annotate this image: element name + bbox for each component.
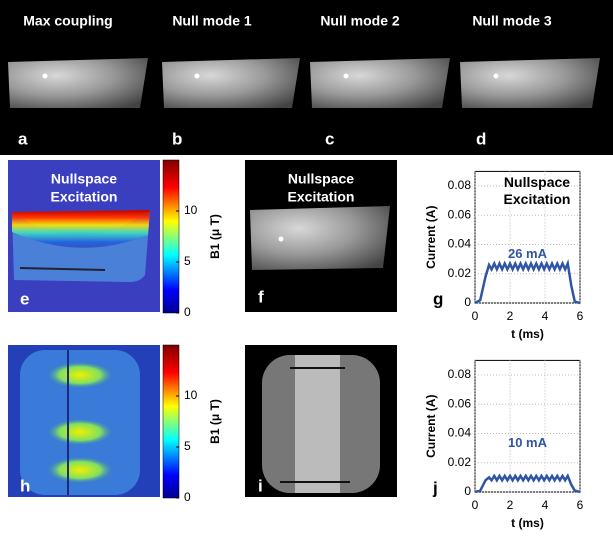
- chart-title: Nullspace: [504, 174, 570, 190]
- y-tick-label: 0.04: [448, 426, 472, 440]
- annotation: 10 mA: [508, 435, 548, 450]
- panel-label: d: [476, 129, 486, 148]
- plot-area: [474, 359, 581, 493]
- y-tick-label: 0: [464, 295, 471, 309]
- panel-title: Null mode 2: [320, 13, 400, 29]
- panel-label: b: [172, 129, 182, 148]
- panel-title: Null mode 3: [472, 13, 552, 29]
- colorbar: [162, 159, 180, 314]
- x-tick-label: 6: [577, 309, 584, 323]
- tick-label: 5: [184, 439, 191, 453]
- line-series: [474, 259, 581, 305]
- tick-label: 10: [184, 388, 198, 402]
- panel-label: e: [20, 289, 29, 308]
- panel-label: h: [20, 476, 30, 495]
- panel-label: f: [258, 287, 264, 306]
- panel-label: a: [18, 129, 28, 148]
- panel-label: g: [433, 289, 443, 308]
- x-tick-label: 0: [472, 309, 479, 323]
- line-series: [474, 473, 581, 494]
- y-tick-label: 0.06: [448, 207, 472, 221]
- panel-label: j: [432, 478, 438, 497]
- top-images: [8, 58, 600, 497]
- y-tick-label: 0.08: [448, 367, 472, 381]
- tick-label: 10: [184, 203, 198, 217]
- plot-area: [474, 170, 581, 304]
- y-tick-label: 0.02: [448, 455, 472, 469]
- x-tick-label: 0: [472, 498, 479, 512]
- x-axis-label: t (ms): [511, 516, 544, 530]
- y-axis-label: Current (A): [424, 395, 438, 458]
- colorbar-label: B1 (μ T): [208, 214, 222, 259]
- x-tick-label: 2: [507, 309, 514, 323]
- annotation: 26 mA: [508, 246, 548, 261]
- y-tick-label: 0: [464, 484, 471, 498]
- tick-label: 5: [184, 254, 191, 268]
- y-tick-label: 0.02: [448, 266, 472, 280]
- caption: Excitation: [288, 189, 355, 205]
- y-tick-label: 0.06: [448, 396, 472, 410]
- colorbar-label: B1 (μ T): [208, 399, 222, 444]
- x-tick-label: 6: [577, 498, 584, 512]
- tick-label: 0: [184, 490, 191, 504]
- y-tick-label: 0.08: [448, 178, 472, 192]
- tick-label: 0: [184, 305, 191, 319]
- x-tick-label: 2: [507, 498, 514, 512]
- panel-label: c: [325, 129, 334, 148]
- caption: Nullspace: [51, 171, 117, 187]
- caption: Nullspace: [288, 171, 354, 187]
- panel-title: Max coupling: [23, 13, 112, 29]
- y-tick-label: 0.04: [448, 237, 472, 251]
- x-tick-label: 4: [542, 498, 549, 512]
- x-tick-label: 4: [542, 309, 549, 323]
- colorbar: [162, 344, 180, 499]
- panel-title: Null mode 1: [172, 13, 252, 29]
- caption: Excitation: [51, 189, 118, 205]
- y-axis-label: Current (A): [424, 206, 438, 269]
- x-axis-label: t (ms): [511, 327, 544, 341]
- chart-title: Excitation: [504, 191, 571, 207]
- panel-label: i: [258, 476, 263, 495]
